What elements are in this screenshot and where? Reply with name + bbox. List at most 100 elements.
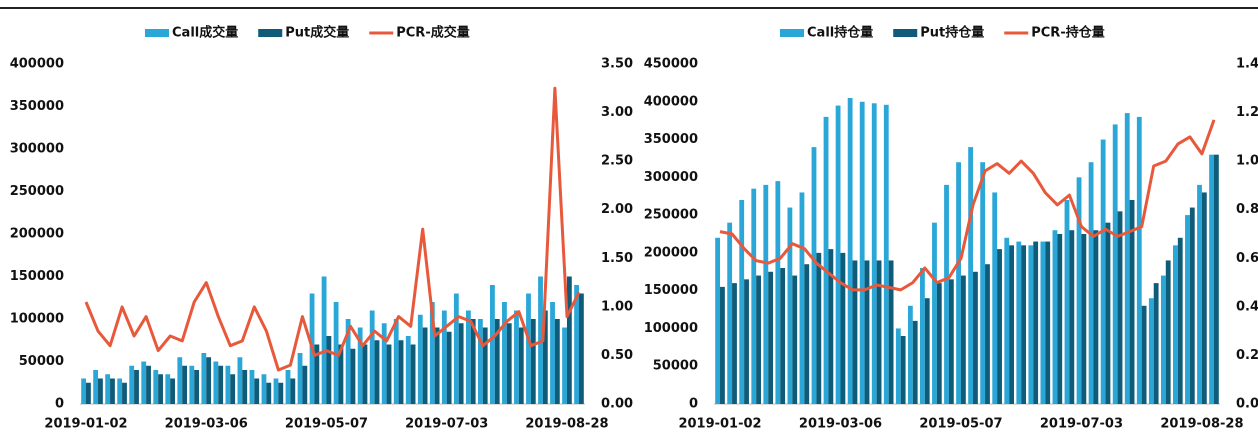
bar [936, 283, 942, 404]
bar [429, 302, 435, 404]
bar [1189, 207, 1195, 404]
bar [720, 286, 725, 404]
y2-tick-label: 2.00 [601, 202, 633, 217]
bar [518, 327, 524, 404]
bar [230, 374, 236, 404]
bar [554, 319, 560, 404]
y2-tick-label: 0.00 [601, 397, 633, 412]
bar [213, 361, 219, 404]
bar [374, 340, 380, 404]
bar [357, 327, 363, 404]
bar [254, 378, 260, 404]
bar [110, 378, 115, 404]
bar [578, 293, 584, 404]
bar [146, 365, 151, 404]
y-tick-label: 0 [55, 397, 64, 412]
bar [338, 344, 344, 404]
bar [768, 271, 774, 404]
bar [98, 378, 103, 404]
bar [490, 285, 495, 404]
bar [871, 103, 877, 405]
bar [1064, 200, 1070, 404]
bar [386, 344, 392, 404]
y2-tick-label: 3.50 [601, 57, 633, 72]
bar [787, 207, 793, 404]
bar [302, 365, 308, 404]
bar [956, 162, 961, 404]
bar [158, 374, 163, 404]
bar [477, 319, 483, 404]
bar [458, 323, 464, 404]
bar [465, 310, 471, 404]
bar [1112, 124, 1118, 404]
bar [1165, 260, 1171, 404]
y-tick-label: 200000 [644, 245, 698, 260]
bar [715, 237, 721, 404]
y-tick-label: 350000 [10, 99, 64, 114]
bar [530, 319, 536, 404]
bar [840, 252, 846, 404]
bar [792, 275, 798, 404]
bar [1153, 283, 1159, 404]
y-tick-label: 0 [689, 397, 698, 412]
bar [1185, 215, 1190, 404]
legend-label: Call持仓量 [807, 25, 873, 41]
x-tick-label: 2019-07-03 [1040, 417, 1123, 432]
bar [944, 184, 949, 404]
bar [1160, 275, 1166, 404]
bar [948, 279, 954, 404]
y2-tick-label: 1.00 [1236, 154, 1258, 169]
bar [780, 268, 786, 404]
bar [1009, 245, 1014, 404]
bar [189, 365, 195, 404]
bar [165, 374, 171, 404]
bar [799, 192, 805, 404]
bar [1004, 237, 1010, 404]
bar [81, 378, 87, 404]
y2-tick-label: 3.00 [601, 105, 633, 120]
bar [362, 344, 368, 404]
bar [290, 378, 296, 404]
x-tick-label: 2019-03-06 [799, 417, 882, 432]
bar [225, 365, 231, 404]
bar [912, 320, 918, 404]
bar [566, 276, 572, 404]
y2-tick-label: 1.50 [601, 251, 633, 266]
line [84, 86, 581, 372]
bar [453, 293, 459, 404]
bar [550, 302, 555, 404]
bar [177, 357, 183, 404]
bar [1033, 241, 1039, 404]
bar [1177, 237, 1183, 404]
bar [732, 283, 737, 404]
bar [1148, 298, 1154, 404]
x-tick-label: 2019-05-07 [285, 417, 368, 432]
bar [852, 260, 858, 404]
bar [129, 365, 135, 404]
y2-tick-label: 1.40 [1236, 57, 1258, 72]
bar [828, 249, 834, 404]
bar [811, 147, 817, 404]
bar [434, 327, 440, 404]
legend-label: Call成交量 [172, 25, 238, 41]
bar [1028, 245, 1034, 404]
bar [261, 374, 267, 404]
x-tick-label: 2019-03-06 [165, 417, 248, 432]
bar [907, 305, 913, 404]
bar [960, 275, 966, 404]
x-tick-label: 2019-01-02 [44, 417, 127, 432]
bar [526, 293, 531, 404]
bar [122, 382, 127, 404]
bar [980, 162, 986, 404]
y2-tick-label: 2.50 [601, 154, 633, 169]
bar [393, 319, 399, 404]
bar [876, 260, 882, 404]
bar [381, 323, 387, 404]
y2-tick-label: 0.60 [1236, 251, 1258, 266]
bar [763, 184, 769, 404]
bar [237, 357, 243, 404]
bar [562, 327, 567, 404]
y-tick-label: 150000 [644, 283, 698, 298]
y-tick-label: 50000 [653, 359, 698, 374]
bar [992, 192, 998, 404]
